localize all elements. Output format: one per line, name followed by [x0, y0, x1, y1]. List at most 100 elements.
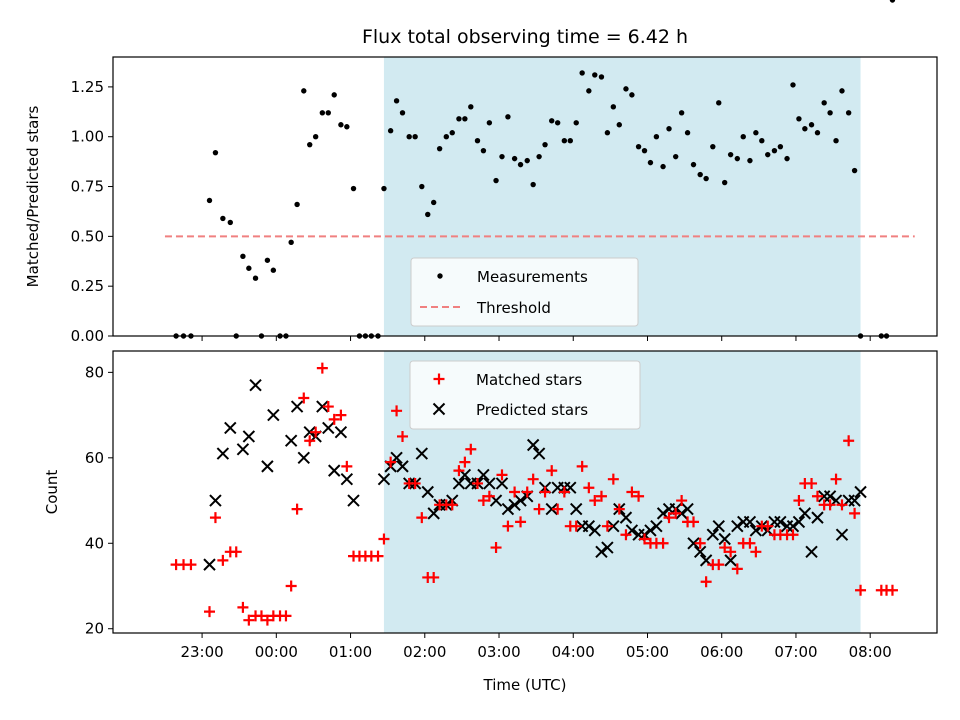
measurement-point [449, 130, 455, 136]
measurement-point [660, 163, 666, 170]
matched-star-point [626, 486, 638, 498]
matched-star-point [620, 529, 632, 541]
predicted-star-point [693, 545, 707, 559]
matched-star-point [731, 563, 743, 575]
measurement-point [703, 175, 709, 182]
legend-threshold-label: Threshold [476, 299, 551, 317]
matched-star-point [204, 606, 216, 618]
measurement-point [672, 153, 679, 160]
measurement-point [530, 181, 536, 188]
measurement-point [331, 92, 337, 98]
measurement-point [344, 124, 350, 130]
matched-star-point [539, 486, 551, 498]
ratio-legend: Measurements Threshold [410, 257, 639, 327]
measurement-point [586, 88, 592, 94]
matched-star-point [855, 584, 867, 596]
matched-star-point [663, 512, 675, 524]
measurement-point [419, 183, 425, 190]
measurements-points [173, 0, 896, 339]
y-tick-label: 1.00 [71, 128, 104, 146]
measurement-point [573, 120, 579, 126]
x-tick-label: 05:00 [626, 643, 669, 661]
measurement-point [647, 159, 654, 166]
measurement-point [678, 110, 685, 116]
matched-star-point [601, 520, 613, 532]
measurement-point [212, 149, 219, 156]
predicted-star-point [334, 425, 348, 439]
y-tick-label: 60 [85, 449, 104, 467]
matched-star-point [811, 490, 823, 502]
matched-star-point [509, 486, 521, 498]
legend-box [410, 257, 639, 327]
predicted-star-point [501, 502, 515, 516]
legend-measurements-label: Measurements [477, 268, 588, 286]
predicted-star-point [743, 515, 757, 529]
measurement-point [889, 0, 896, 3]
y-tick-label: 0.00 [71, 327, 104, 345]
matched-star-point [824, 499, 836, 511]
ratio-y-label: Matched/Predicted stars [24, 106, 42, 288]
predicted-star-point [774, 515, 787, 529]
measurement-point [474, 138, 481, 144]
legend-box [409, 360, 641, 430]
matched-star-point [725, 546, 737, 558]
matched-star-point [670, 507, 682, 519]
measurement-point [690, 161, 697, 168]
matched-star-point [483, 490, 495, 502]
matched-star-point [613, 503, 625, 515]
matched-star-point [217, 554, 229, 566]
matched-star-point [552, 503, 564, 515]
measurement-point [567, 138, 573, 144]
predicted-star-point [209, 494, 222, 507]
x-tick-label: 08:00 [849, 643, 892, 661]
predicted-star-point [601, 541, 614, 554]
measurement-point [319, 110, 326, 116]
matched-star-point [633, 490, 645, 502]
measurement-point [486, 120, 493, 126]
predicted-star-point [681, 502, 694, 516]
measurement-point [425, 211, 431, 218]
matched-star-point [477, 495, 489, 507]
measurement-point [610, 104, 617, 110]
matched-star-point [328, 413, 340, 425]
predicted-star-point [340, 472, 354, 486]
matched-star-point [719, 542, 731, 554]
matched-star-point [886, 584, 898, 596]
matched-star-point [255, 610, 267, 622]
predicted-star-point [236, 443, 250, 456]
legend-predicted-marker [432, 402, 446, 416]
measurement-point [227, 219, 233, 226]
measurement-point [784, 155, 790, 162]
measurement-point [206, 197, 213, 204]
measurement-point [765, 151, 771, 158]
measurement-point [635, 143, 642, 150]
predicted-star-point [224, 421, 237, 435]
measurement-point [294, 201, 300, 208]
matched-star-point [843, 435, 855, 447]
predicted-star-point [823, 490, 837, 503]
measurement-point [517, 161, 524, 168]
y-tick-label: 40 [85, 534, 104, 552]
predicted-star-point [242, 430, 256, 443]
matched-star-point [341, 460, 353, 472]
matched-star-point [237, 601, 249, 613]
predicted-star-point [495, 477, 509, 490]
x-tick-label: 06:00 [700, 643, 743, 661]
measurement-point [430, 199, 437, 206]
predicted-star-point [284, 434, 298, 447]
predicted-star-point [316, 400, 329, 413]
measurement-point [802, 126, 808, 132]
matched-star-point [639, 533, 651, 545]
x-tick-label: 07:00 [774, 643, 817, 661]
matched-star-point [453, 465, 465, 477]
matched-star-point [607, 473, 619, 485]
matched-star-point [316, 362, 328, 374]
matched-star-point [688, 516, 700, 528]
count-panel: 20 40 60 80 23:00 00:00 01:00 02:00 03:00 04:00 0… [43, 350, 938, 661]
matched-star-point [261, 614, 273, 626]
measurement-point [710, 143, 716, 150]
matched-star-point [185, 559, 197, 571]
matched-star-point [471, 477, 483, 489]
measurement-point [759, 138, 765, 144]
measurement-point [808, 122, 815, 128]
